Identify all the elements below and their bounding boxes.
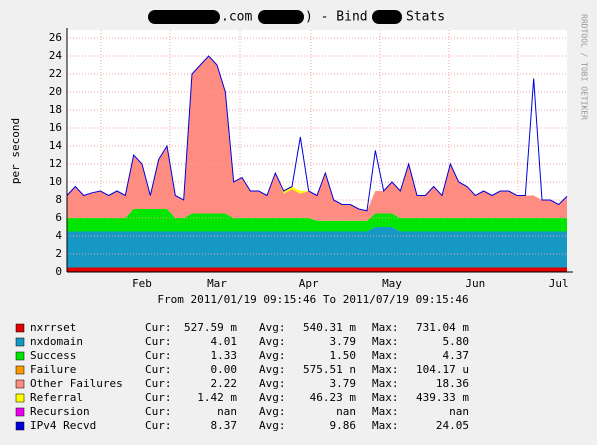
stat-label: Cur: (145, 377, 172, 390)
area (67, 56, 567, 221)
stat-label: Max: (372, 349, 399, 362)
x-tick-label: Jun (465, 277, 485, 290)
legend-swatch (15, 337, 25, 347)
legend-swatch (15, 379, 25, 389)
y-tick-label: 12 (49, 157, 62, 170)
redaction (372, 10, 402, 24)
legend-swatch (15, 351, 25, 361)
x-tick-label: Apr (299, 277, 319, 290)
stat-value: 4.37 (443, 349, 470, 362)
stat-label: Max: (372, 391, 399, 404)
y-tick-label: 8 (55, 193, 62, 206)
y-tick-label: 18 (49, 103, 62, 116)
y-tick-label: 24 (49, 49, 63, 62)
legend-label: Success (30, 349, 76, 362)
stat-value: nan (449, 405, 469, 418)
stat-label: Avg: (259, 363, 286, 376)
legend-swatch (15, 365, 25, 375)
stat-label: Avg: (259, 335, 286, 348)
x-tick-label: Feb (132, 277, 152, 290)
stat-value: 527.59 m (184, 321, 237, 334)
title-part: ) - Bind (305, 10, 368, 25)
stat-label: Avg: (259, 321, 286, 334)
stat-label: Max: (372, 405, 399, 418)
stat-label: Cur: (145, 321, 172, 334)
y-tick-label: 10 (49, 175, 62, 188)
stat-label: Avg: (259, 419, 286, 432)
stat-label: Max: (372, 363, 399, 376)
stat-value: 731.04 m (416, 321, 469, 334)
stat-value: 3.79 (330, 335, 357, 348)
stat-value: 8.37 (211, 419, 238, 432)
side-label: RRDTOOL / TOBI OETIKER (580, 14, 589, 120)
stat-value: 4.01 (211, 335, 238, 348)
stat-label: Cur: (145, 363, 172, 376)
area (67, 267, 567, 272)
x-tick-label: Mar (207, 277, 227, 290)
y-tick-label: 22 (49, 67, 62, 80)
legend-label: Referral (30, 391, 83, 404)
y-tick-label: 20 (49, 85, 62, 98)
y-tick-label: 4 (55, 229, 62, 242)
stat-value: 540.31 m (303, 321, 356, 334)
stat-value: 18.36 (436, 377, 469, 390)
line (66, 55, 568, 212)
stat-value: nan (217, 405, 237, 418)
y-tick-label: 0 (55, 265, 62, 278)
legend-label: Other Failures (30, 377, 123, 390)
legend-swatch (15, 393, 25, 403)
legend-swatch (15, 421, 25, 431)
stat-label: Cur: (145, 405, 172, 418)
x-tick-label: May (382, 277, 402, 290)
title-part: Stats (406, 10, 445, 25)
stat-value: 1.50 (330, 349, 357, 362)
stat-value: nan (336, 405, 356, 418)
stat-value: 9.86 (330, 419, 357, 432)
area (67, 209, 567, 232)
area (67, 227, 567, 268)
legend-label: nxdomain (30, 335, 83, 348)
stat-label: Cur: (145, 391, 172, 404)
stat-label: Cur: (145, 335, 172, 348)
stat-label: Avg: (259, 349, 286, 362)
stat-value: 439.33 m (416, 391, 469, 404)
stat-label: Cur: (145, 419, 172, 432)
stat-value: 104.17 u (416, 363, 469, 376)
stat-value: 24.05 (436, 419, 469, 432)
stat-value: 3.79 (330, 377, 357, 390)
stat-label: Avg: (259, 377, 286, 390)
stat-value: 46.23 m (310, 391, 357, 404)
stat-label: Max: (372, 321, 399, 334)
stat-value: 2.22 (211, 377, 238, 390)
stat-label: Cur: (145, 349, 172, 362)
y-tick-label: 16 (49, 121, 62, 134)
stat-label: Max: (372, 335, 399, 348)
stat-value: 575.51 n (303, 363, 356, 376)
title-part: .com ( (221, 10, 268, 25)
y-tick-label: 26 (49, 31, 62, 44)
legend-label: IPv4 Recvd (30, 419, 96, 432)
legend-swatch (15, 407, 25, 417)
subtitle: From 2011/01/19 09:15:46 To 2011/07/19 0… (157, 293, 468, 306)
stat-value: 0.00 (211, 363, 238, 376)
redaction (148, 10, 220, 24)
y-tick-label: 2 (55, 247, 62, 260)
stat-label: Max: (372, 419, 399, 432)
redaction (258, 10, 304, 24)
stat-label: Max: (372, 377, 399, 390)
stat-value: 5.80 (443, 335, 470, 348)
y-tick-label: 14 (49, 139, 63, 152)
y-tick-label: 6 (55, 211, 62, 224)
legend-swatch (15, 323, 25, 333)
y-axis-label: per second (9, 118, 22, 184)
stat-value: 1.42 m (197, 391, 237, 404)
legend-label: nxrrset (30, 321, 76, 334)
stat-label: Avg: (259, 391, 286, 404)
x-tick-label: Jul (549, 277, 569, 290)
stat-label: Avg: (259, 405, 286, 418)
legend-label: Failure (30, 363, 76, 376)
stat-value: 1.33 (211, 349, 238, 362)
legend-label: Recursion (30, 405, 90, 418)
